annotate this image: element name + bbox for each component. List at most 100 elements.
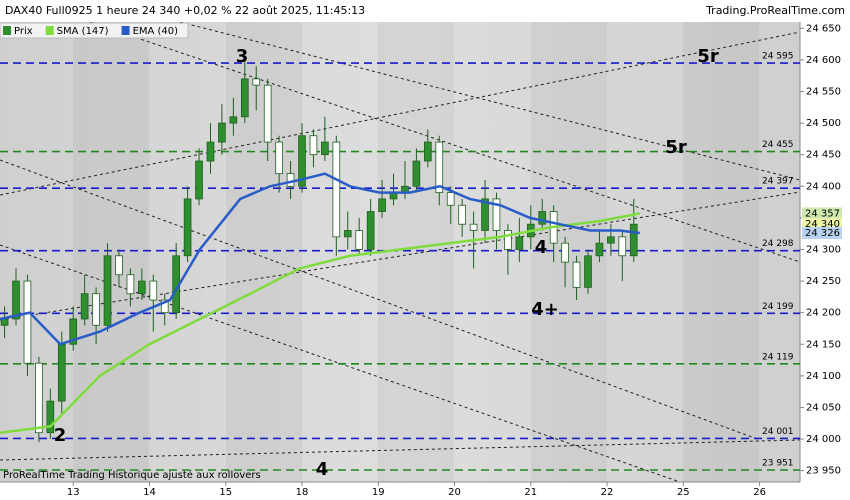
candle-body bbox=[366, 211, 375, 250]
candle-body bbox=[492, 198, 501, 231]
x-axis-area bbox=[0, 482, 850, 500]
candle-body bbox=[435, 141, 444, 194]
annotation: 4+ bbox=[531, 299, 559, 320]
y-tick-label: 24 000 bbox=[806, 434, 841, 445]
price-label: 24 357 bbox=[805, 208, 840, 219]
level-label: 24 199 bbox=[762, 302, 794, 312]
candle-body bbox=[229, 116, 238, 124]
y-tick-label: 24 200 bbox=[806, 308, 841, 319]
price-label: 24 326 bbox=[805, 228, 840, 239]
indicator-line bbox=[0, 212, 641, 434]
x-tick-label: 18 bbox=[296, 487, 309, 498]
candle-body bbox=[584, 255, 592, 288]
candle-body bbox=[92, 293, 100, 326]
price-label-box bbox=[802, 227, 842, 240]
candle-body bbox=[138, 280, 146, 295]
candle-body bbox=[160, 299, 169, 314]
x-tick-label: 21 bbox=[524, 487, 537, 498]
candle-body bbox=[298, 135, 306, 187]
candle-body bbox=[572, 261, 581, 288]
y-tick-label: 24 250 bbox=[806, 276, 841, 287]
candle-body bbox=[12, 280, 20, 320]
candle-body bbox=[504, 230, 512, 250]
legend-label: EMA (40) bbox=[133, 26, 179, 37]
indicator-line bbox=[0, 172, 641, 346]
annotation: 3 bbox=[236, 46, 249, 67]
candle-body bbox=[424, 141, 432, 162]
candle-body bbox=[80, 293, 89, 320]
annotation: 4 bbox=[316, 459, 329, 480]
candle-body bbox=[561, 242, 569, 263]
annotation: 5r bbox=[665, 137, 687, 158]
candle-body bbox=[378, 198, 386, 212]
candle-body bbox=[183, 198, 192, 257]
y-tick-label: 24 450 bbox=[806, 150, 841, 161]
y-tick-label: 24 100 bbox=[806, 371, 841, 382]
candle-body bbox=[412, 160, 421, 187]
candle-body bbox=[46, 400, 55, 434]
candle-body bbox=[35, 362, 43, 434]
x-tick-label: 25 bbox=[677, 487, 690, 498]
legend-label: SMA (147) bbox=[57, 26, 109, 37]
candle-body bbox=[195, 160, 203, 200]
candle-body bbox=[206, 141, 215, 162]
x-tick-label: 20 bbox=[448, 487, 461, 498]
candle-body bbox=[332, 141, 341, 238]
candle-body bbox=[115, 255, 123, 276]
y-tick-label: 24 500 bbox=[806, 118, 841, 129]
candle-body bbox=[481, 198, 489, 231]
y-tick-label: 24 300 bbox=[806, 244, 841, 255]
level-label: 24 397 bbox=[762, 177, 794, 187]
candle-body bbox=[57, 343, 66, 402]
level-label: 24 595 bbox=[762, 52, 794, 62]
candle-body bbox=[252, 78, 261, 86]
y-tick-label: 24 650 bbox=[806, 23, 841, 34]
x-tick-label: 15 bbox=[219, 487, 232, 498]
legend-swatch bbox=[45, 26, 54, 35]
chart-title: DAX40 Full0925 1 heure 24 340 +0,02 % 22… bbox=[5, 4, 365, 17]
footer: ProRealTime Trading Historique ajusté au… bbox=[3, 469, 261, 481]
candle-body bbox=[126, 274, 135, 295]
level-label: 24 298 bbox=[762, 239, 794, 249]
legend-swatch bbox=[3, 26, 11, 35]
x-tick-label: 22 bbox=[601, 487, 614, 498]
candle-body bbox=[538, 211, 547, 225]
y-tick-label: 24 550 bbox=[806, 87, 841, 98]
level-label: 24 119 bbox=[762, 352, 794, 362]
day-bands bbox=[73, 22, 759, 482]
candle-body bbox=[218, 122, 226, 143]
candle-body bbox=[103, 255, 112, 326]
candle-body bbox=[607, 236, 615, 244]
y-tick-label: 23 950 bbox=[806, 466, 841, 477]
candle-body bbox=[69, 318, 78, 345]
legend-swatch bbox=[121, 26, 130, 35]
annotation: 2 bbox=[54, 425, 67, 446]
y-axis-area bbox=[800, 22, 850, 482]
level-label: 24 001 bbox=[762, 427, 794, 437]
candle-body bbox=[286, 173, 295, 187]
level-label: 24 455 bbox=[762, 140, 794, 150]
y-tick-label: 24 050 bbox=[806, 402, 841, 413]
x-tick-label: 14 bbox=[143, 487, 156, 498]
price-label-box bbox=[802, 207, 842, 220]
candle-body bbox=[343, 230, 352, 238]
annotation: 4 bbox=[535, 237, 548, 258]
y-tick-label: 24 600 bbox=[806, 55, 841, 66]
candle-body bbox=[355, 230, 364, 250]
candle-body bbox=[275, 141, 283, 175]
legend-label: Prix bbox=[14, 26, 33, 37]
x-tick-label: 13 bbox=[67, 487, 80, 498]
candle-body bbox=[240, 78, 249, 118]
candle-body bbox=[149, 280, 158, 301]
header-bar bbox=[0, 0, 850, 22]
candle-body bbox=[0, 318, 9, 326]
candle-body bbox=[515, 236, 524, 250]
candle-body bbox=[309, 135, 318, 156]
source: Trading.ProRealTime.com bbox=[705, 4, 845, 17]
x-tick-label: 26 bbox=[753, 487, 766, 498]
candle-body bbox=[458, 204, 466, 225]
candle-body bbox=[618, 236, 627, 257]
candle-body bbox=[629, 223, 638, 257]
candle-body bbox=[446, 192, 455, 206]
